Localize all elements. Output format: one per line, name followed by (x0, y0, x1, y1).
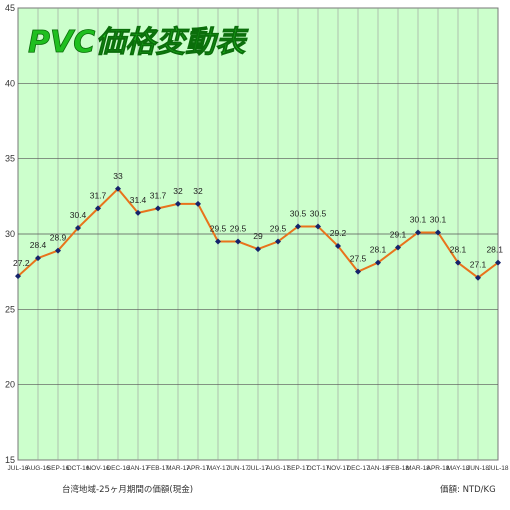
x-tick-label: JUL-16 (8, 465, 29, 472)
data-label: 30.1 (410, 214, 427, 224)
data-label: 30.5 (310, 208, 327, 218)
data-point (455, 259, 461, 266)
data-point (355, 268, 361, 275)
data-point (115, 185, 121, 192)
y-tick-label: 40 (5, 78, 15, 88)
x-axis-ticks: JUL-16AUG-16SEP-16OCT-16NOV-16DEC-16JAN-… (8, 465, 509, 472)
data-point (215, 238, 221, 245)
data-label: 30.4 (70, 210, 87, 220)
data-label: 33 (113, 171, 123, 181)
data-point (175, 200, 181, 207)
data-point (335, 243, 341, 250)
x-tick-label: JUN-17 (227, 465, 249, 472)
x-tick-label: APR-17 (187, 465, 210, 472)
x-tick-label: SEP-17 (287, 465, 310, 472)
data-label: 29.5 (270, 224, 287, 234)
data-point (75, 224, 81, 231)
x-tick-label: AUG-17 (266, 465, 290, 472)
y-tick-label: 15 (5, 455, 15, 465)
x-tick-label: JUL-18 (488, 465, 509, 472)
data-label: 28.4 (30, 240, 47, 250)
y-tick-label: 30 (5, 229, 15, 239)
data-point (375, 259, 381, 266)
x-tick-label: JUN-18 (467, 465, 489, 472)
data-point (475, 274, 481, 281)
x-tick-label: SEP-16 (47, 465, 70, 472)
x-tick-label: JUL-17 (248, 465, 269, 472)
data-label: 31.4 (130, 195, 147, 205)
x-tick-label: OCT-17 (307, 465, 330, 472)
data-label: 31.7 (90, 190, 107, 200)
x-tick-label: JAN-18 (367, 465, 389, 472)
data-label: 28.1 (370, 245, 387, 255)
data-point (155, 205, 161, 212)
data-label: 30.1 (430, 214, 447, 224)
x-tick-label: JAN-17 (127, 465, 149, 472)
data-point (55, 247, 61, 254)
data-label: 32 (193, 186, 203, 196)
x-tick-label: OCT-16 (67, 465, 90, 472)
y-tick-label: 45 (5, 3, 15, 13)
x-tick-label: FEB-17 (147, 465, 169, 472)
x-tick-label: DEC-16 (106, 465, 130, 472)
x-tick-label: AUG-16 (26, 465, 50, 472)
data-label: 32 (173, 186, 183, 196)
data-label: 29.5 (230, 224, 247, 234)
data-point (255, 246, 261, 253)
data-point (35, 255, 41, 262)
data-label: 30.5 (290, 208, 307, 218)
data-label: 27.1 (470, 260, 487, 270)
x-tick-label: NOV-16 (86, 465, 110, 472)
data-point (95, 205, 101, 212)
x-tick-label: DEC-17 (346, 465, 370, 472)
data-label: 29.2 (330, 228, 347, 238)
data-point (395, 244, 401, 251)
x-tick-label: MAR-17 (166, 465, 190, 472)
x-tick-label: NOV-17 (326, 465, 350, 472)
data-label: 31.7 (150, 190, 167, 200)
data-point (275, 238, 281, 245)
data-label: 27.5 (350, 254, 367, 264)
y-axis-ticks: 15 20 25 30 35 40 45 (5, 3, 15, 465)
data-point (495, 259, 501, 266)
x-tick-label: FEB-18 (387, 465, 409, 472)
data-point (135, 209, 141, 216)
data-point (295, 223, 301, 230)
data-label: 29 (253, 231, 263, 241)
data-point (15, 273, 21, 280)
data-point (315, 223, 321, 230)
y-tick-label: 20 (5, 380, 15, 390)
unit-label: 価額: NTD/KG (440, 484, 496, 495)
data-label: 28.9 (50, 233, 67, 243)
data-label: 28.1 (486, 245, 503, 255)
y-tick-label: 25 (5, 304, 15, 314)
data-point (415, 229, 421, 236)
data-label: 27.2 (13, 258, 30, 268)
y-tick-label: 35 (5, 154, 15, 164)
x-tick-label: MAR-18 (406, 465, 430, 472)
x-tick-label: MAY-18 (447, 465, 470, 472)
chart-title: PVC価格変動表 (28, 25, 249, 60)
series-markers (15, 185, 501, 281)
footer-note: 台湾地域-25ヶ月期間の価額(現金) (62, 484, 193, 495)
x-tick-label: APR-18 (427, 465, 450, 472)
x-tick-label: MAY-17 (207, 465, 230, 472)
data-label: 29.1 (390, 230, 407, 240)
data-label: 29.5 (210, 224, 227, 234)
data-point (235, 238, 241, 245)
data-point (435, 229, 441, 236)
data-label: 28.1 (450, 245, 467, 255)
data-point (195, 200, 201, 207)
